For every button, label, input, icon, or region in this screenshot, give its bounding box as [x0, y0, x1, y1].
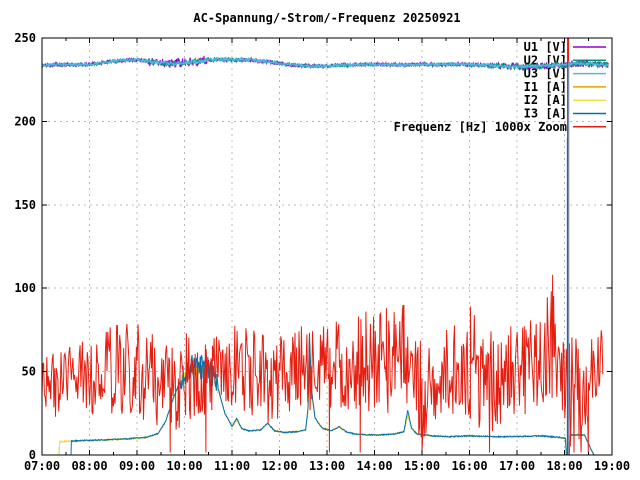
legend-label: I2 [A]: [524, 93, 567, 107]
y-tick-label: 100: [14, 281, 36, 295]
x-tick-label: 09:00: [119, 459, 155, 473]
legend-label: U1 [V]: [524, 40, 567, 54]
x-tick-label: 15:00: [404, 459, 440, 473]
x-tick-label: 11:00: [214, 459, 250, 473]
x-tick-label: 19:00: [594, 459, 630, 473]
x-tick-label: 07:00: [24, 459, 60, 473]
y-tick-labels: 0 50 100 150 200 250: [14, 31, 36, 462]
legend: U1 [V]U2 [V]U3 [V]I1 [A]I2 [A]I3 [A]Freq…: [394, 40, 606, 134]
legend-label: I3 [A]: [524, 107, 567, 121]
axes: [41, 37, 613, 456]
grid-lines: [42, 38, 612, 455]
x-tick-label: 17:00: [499, 459, 535, 473]
data-series: [41, 55, 609, 456]
series-line-frequenz: [41, 274, 604, 453]
x-tick-label: 18:00: [546, 459, 582, 473]
legend-label: Frequenz [Hz] 1000x Zoom: [394, 120, 567, 134]
x-tick-label: 08:00: [71, 459, 107, 473]
y-tick-label: 150: [14, 198, 36, 212]
x-tick-label: 13:00: [309, 459, 345, 473]
chart-title: AC-Spannung/-Strom/-Frequenz 20250921: [193, 11, 460, 25]
event-spikes: [566, 38, 570, 455]
x-tick-labels: 07:00 08:00 09:00 10:00 11:00 12:00 13:00 14:00…: [24, 459, 630, 473]
y-tick-label: 200: [14, 114, 36, 128]
y-tick-label: 250: [14, 31, 36, 45]
series-line-u3: [41, 56, 609, 70]
x-tick-label: 10:00: [166, 459, 202, 473]
y-tick-label: 0: [29, 448, 36, 462]
x-tick-label: 12:00: [261, 459, 297, 473]
x-tick-label: 16:00: [451, 459, 487, 473]
x-tick-label: 14:00: [356, 459, 392, 473]
series-line-i3: [42, 332, 602, 456]
y-tick-label: 50: [22, 365, 36, 379]
legend-label: I1 [A]: [524, 80, 567, 94]
